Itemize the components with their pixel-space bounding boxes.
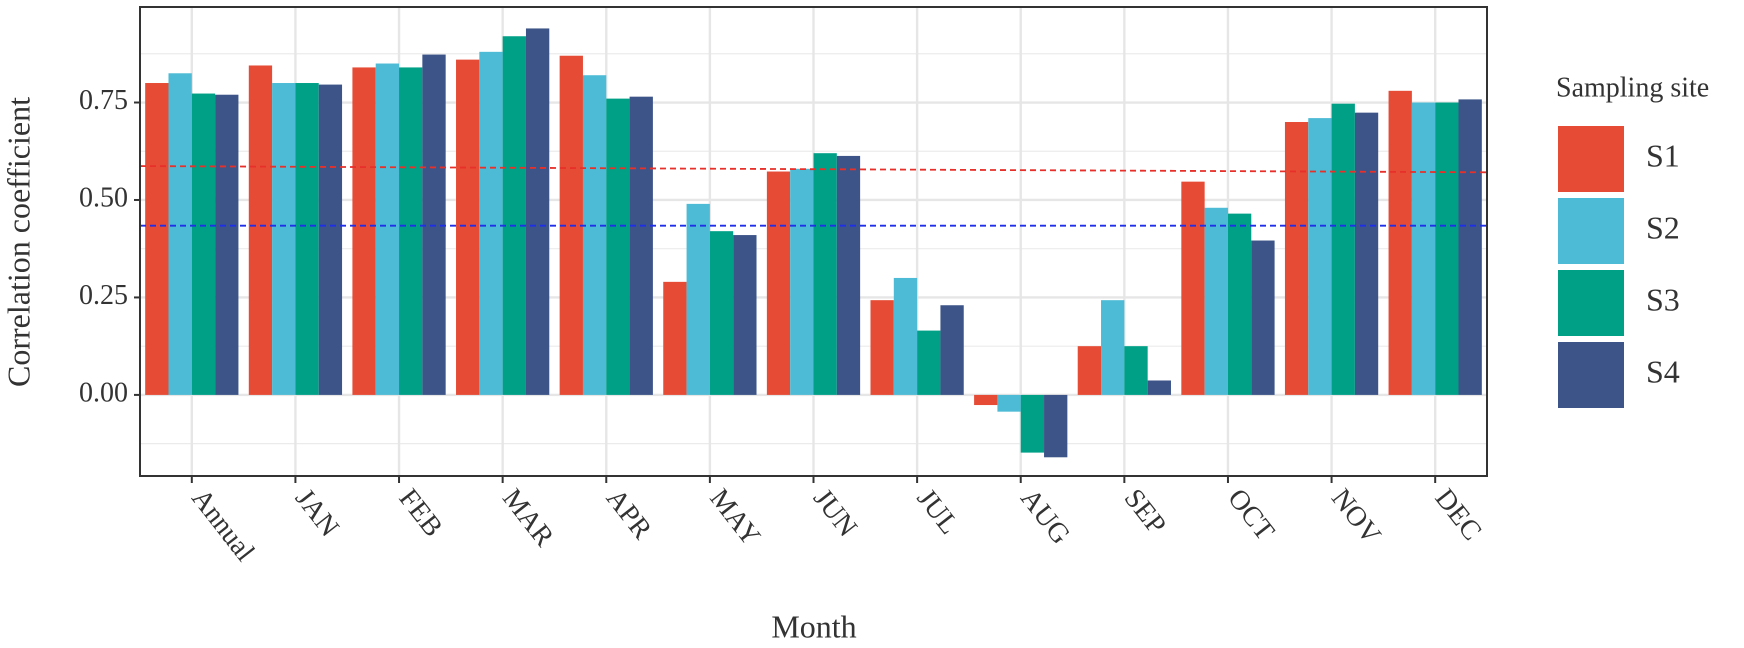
bar xyxy=(997,394,1021,412)
bar xyxy=(215,94,239,395)
bar xyxy=(1077,346,1102,395)
bar xyxy=(1204,207,1228,395)
bar xyxy=(1388,90,1412,395)
plot-border xyxy=(139,6,1488,477)
bar xyxy=(790,168,814,395)
bar xyxy=(606,98,630,395)
bar xyxy=(1147,380,1171,395)
bar xyxy=(295,83,319,395)
legend-key xyxy=(1558,342,1624,408)
bar xyxy=(318,84,343,395)
bar xyxy=(1354,112,1379,395)
bar xyxy=(399,67,423,395)
bar xyxy=(813,153,837,395)
x-tick-label: JAN xyxy=(289,483,345,543)
x-tick-label: MAY xyxy=(703,483,766,552)
bar xyxy=(1411,102,1436,395)
y-tick-label: 0.50 xyxy=(79,182,128,213)
bar xyxy=(1458,99,1482,395)
x-tick-label: OCT xyxy=(1221,483,1280,546)
bar xyxy=(582,75,607,395)
bar xyxy=(940,305,964,395)
legend-key xyxy=(1558,198,1624,264)
bar xyxy=(1227,213,1252,395)
bar xyxy=(145,83,169,395)
x-tick-label: AUG xyxy=(1014,483,1076,550)
x-axis-title: Month xyxy=(771,608,856,644)
bar xyxy=(352,67,376,395)
bar xyxy=(1020,394,1045,453)
bar xyxy=(1308,118,1332,395)
bar xyxy=(1435,102,1459,395)
bar xyxy=(248,65,273,395)
bar xyxy=(917,330,941,395)
x-tick-label: MAR xyxy=(496,483,560,553)
bar xyxy=(893,277,918,395)
bar xyxy=(168,73,192,395)
bar xyxy=(1251,240,1275,395)
x-tick-label: APR xyxy=(600,483,658,545)
x-tick-label: SEP xyxy=(1118,483,1172,540)
bar xyxy=(836,155,861,395)
bar xyxy=(525,28,550,395)
bar xyxy=(709,231,734,395)
x-tick-label: JUL xyxy=(911,483,965,540)
bar xyxy=(1331,103,1355,395)
y-tick-label: 0.00 xyxy=(79,377,128,408)
bar xyxy=(456,59,480,395)
y-tick-label: 0.25 xyxy=(79,280,128,311)
reference-line xyxy=(139,165,1488,174)
x-tick-label: Annual xyxy=(185,483,260,567)
bar xyxy=(870,300,894,395)
bar xyxy=(663,281,687,395)
bar xyxy=(686,203,710,395)
legend-label: S3 xyxy=(1646,281,1680,317)
y-tick-label: 0.75 xyxy=(79,85,128,116)
bar xyxy=(974,394,998,406)
legend-title: Sampling site xyxy=(1556,72,1709,103)
bar xyxy=(1284,122,1309,395)
bar xyxy=(766,171,791,395)
x-tick-label: JUN xyxy=(807,483,863,543)
bar xyxy=(629,96,653,395)
bar xyxy=(1124,346,1148,395)
bar xyxy=(375,63,400,395)
x-tick-label: NOV xyxy=(1325,483,1387,550)
legend-key xyxy=(1558,270,1624,336)
x-tick-label: DEC xyxy=(1429,483,1488,546)
bar xyxy=(1044,394,1068,458)
x-tick-label: FEB xyxy=(392,483,448,543)
legend-label: S1 xyxy=(1646,137,1680,173)
y-axis-title: Correlation coefficient xyxy=(0,97,36,387)
bar xyxy=(733,235,757,395)
bar xyxy=(191,93,216,395)
legend-label: S2 xyxy=(1646,209,1680,245)
bar xyxy=(272,83,296,395)
bar xyxy=(422,54,446,395)
legend-label: S4 xyxy=(1646,353,1680,389)
legend-key xyxy=(1558,126,1624,192)
bar xyxy=(502,36,526,395)
bar xyxy=(1181,181,1205,395)
bar xyxy=(1101,300,1125,395)
bar xyxy=(479,51,503,395)
